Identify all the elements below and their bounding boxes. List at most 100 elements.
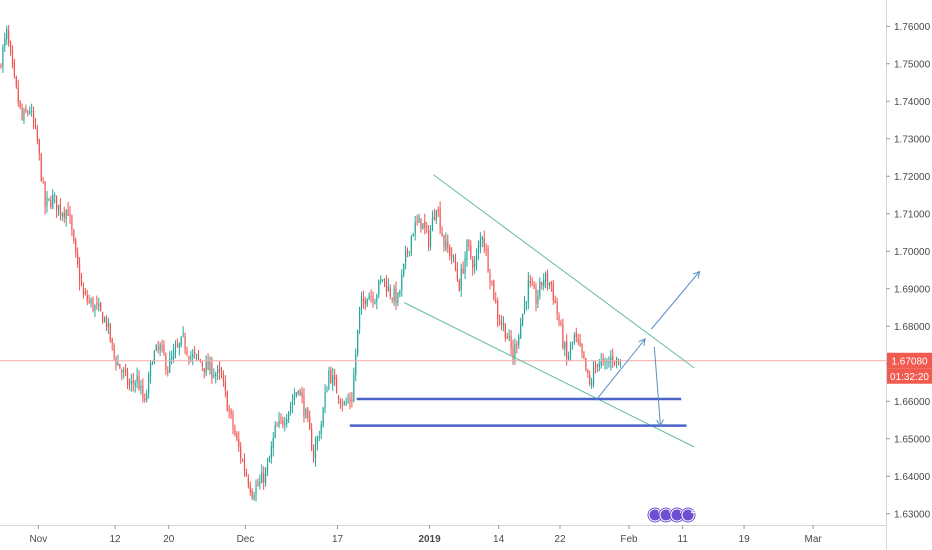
- candle: [203, 368, 205, 379]
- candle: [529, 274, 531, 288]
- candle-body: [54, 195, 56, 197]
- candle: [481, 235, 483, 248]
- candle: [71, 214, 73, 237]
- event-badge[interactable]: 3: [647, 505, 663, 523]
- candle: [357, 329, 359, 357]
- candle: [103, 316, 106, 323]
- candle-body: [32, 110, 35, 124]
- arrow-up-projection[interactable]: [595, 338, 646, 401]
- event-badge[interactable]: 3: [658, 505, 674, 523]
- candle: [556, 297, 558, 321]
- candle-body: [297, 390, 299, 394]
- candle: [460, 263, 462, 297]
- candle: [132, 372, 134, 392]
- candle: [63, 206, 65, 223]
- candle-body: [380, 279, 382, 282]
- candle-body: [201, 362, 203, 367]
- candle: [17, 79, 19, 107]
- candle: [188, 355, 190, 365]
- candle-body: [90, 299, 92, 304]
- candle-body: [591, 382, 593, 385]
- candle-body: [272, 437, 274, 449]
- candle-body: [598, 363, 600, 367]
- candle: [15, 75, 17, 90]
- candle: [571, 341, 574, 350]
- arrow-down-projection[interactable]: [653, 346, 664, 428]
- candle: [353, 367, 355, 403]
- candle: [535, 282, 537, 312]
- price-tick: 1.75000: [886, 59, 931, 70]
- candle: [395, 281, 397, 310]
- candle: [167, 366, 169, 377]
- candle: [77, 247, 79, 268]
- candle: [286, 413, 288, 428]
- candle: [75, 237, 77, 258]
- candle: [552, 279, 554, 305]
- time-tick-label: 14: [493, 534, 505, 545]
- candle: [466, 239, 468, 267]
- candle-body: [454, 258, 457, 270]
- candle-body: [31, 110, 33, 112]
- candle-body: [433, 216, 435, 220]
- candle-body: [324, 392, 326, 409]
- candle-body: [224, 381, 226, 391]
- time-tick: Dec: [237, 525, 254, 545]
- event-badge[interactable]: 2: [669, 505, 685, 523]
- candle: [92, 296, 94, 313]
- candle-body: [516, 343, 518, 346]
- candle-body: [159, 344, 161, 351]
- event-badge[interactable]: 2: [680, 505, 696, 523]
- candle: [424, 213, 426, 235]
- candle-body: [207, 359, 209, 370]
- candle-body: [80, 280, 83, 285]
- candle-body: [144, 398, 146, 400]
- candle-body: [424, 221, 426, 228]
- candle-body: [103, 318, 106, 322]
- candle-body: [123, 370, 125, 372]
- candle: [585, 357, 587, 372]
- channel-lower-line[interactable]: [404, 302, 695, 448]
- candle: [29, 106, 31, 115]
- candle-body: [443, 235, 445, 248]
- price-tick: 1.69000: [886, 284, 931, 295]
- channel-upper-line[interactable]: [433, 174, 695, 369]
- candle-body: [23, 110, 25, 122]
- candle: [291, 393, 294, 414]
- candle: [293, 388, 295, 406]
- time-axis[interactable]: Nov 12 20 Dec 17 2019 14 22 Feb 11 19 Mar: [29, 525, 822, 545]
- candle-body: [153, 351, 155, 363]
- drawing-overlays[interactable]: [0, 174, 886, 448]
- price-axis[interactable]: 1.76000 1.75000 1.74000 1.73000 1.72000 1.710…: [886, 22, 931, 521]
- candle: [19, 100, 21, 110]
- candle-body: [180, 336, 182, 346]
- candle: [445, 232, 447, 252]
- candle-body: [610, 357, 612, 363]
- candle: [78, 257, 81, 291]
- candle-body: [282, 420, 284, 425]
- candle: [59, 198, 62, 221]
- candle-body: [311, 429, 313, 451]
- candle-body: [470, 245, 472, 258]
- candle: [257, 478, 259, 487]
- candle: [416, 214, 418, 226]
- candle-body: [301, 391, 303, 398]
- candle: [337, 394, 340, 404]
- candle: [182, 326, 184, 338]
- candle-body: [245, 472, 248, 477]
- arrow-breakout[interactable]: [650, 270, 701, 330]
- candle-body: [278, 419, 280, 426]
- candle-body: [521, 313, 524, 325]
- candle-body: [307, 409, 309, 419]
- candle: [477, 240, 480, 260]
- candle-body: [550, 281, 552, 286]
- candle: [393, 284, 395, 306]
- candle: [232, 410, 234, 435]
- arrow-up-projection-shaft: [595, 338, 646, 401]
- candle: [67, 201, 69, 217]
- candle: [527, 271, 529, 310]
- candle-body: [75, 240, 77, 253]
- candle-body: [134, 382, 136, 386]
- candle-body: [497, 300, 499, 320]
